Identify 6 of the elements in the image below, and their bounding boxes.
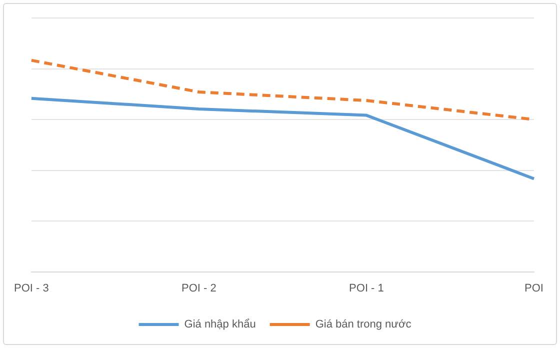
x-tick-label: POI bbox=[524, 282, 544, 294]
x-tick-label: POI - 3 bbox=[14, 282, 49, 294]
x-tick-label: POI - 1 bbox=[349, 282, 384, 294]
x-tick-label: POI - 2 bbox=[182, 282, 216, 294]
legend-label: Giá bán trong nước bbox=[315, 318, 412, 331]
legend-label: Giá nhập khẩu bbox=[184, 318, 256, 331]
